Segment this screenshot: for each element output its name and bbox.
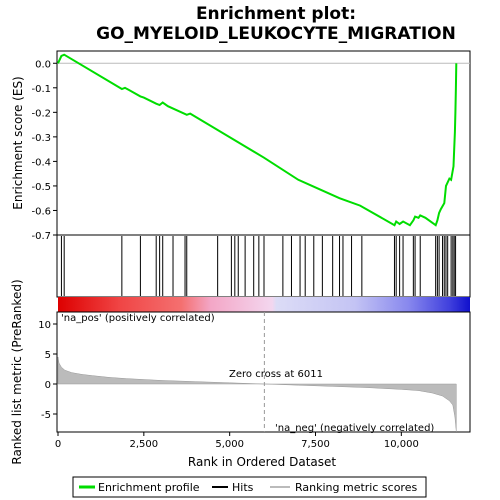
legend: Enrichment profile Hits Ranking metric s… [72,476,427,498]
metric-xtick-label: 10,000 [384,439,419,450]
metric-yticks: 10 5 0 -5 [38,320,57,421]
metric-ytick-label: -5 [41,410,51,421]
chart-title-line2: GO_MYELOID_LEUKOCYTE_MIGRATION [96,24,456,44]
legend-frame [72,476,427,498]
colorbar-strip [58,297,470,312]
es-ytick-label: -0.3 [31,133,51,144]
hit-lines [60,236,457,296]
metric-xtick-label: 5,000 [215,439,244,450]
es-panel: 0.0 -0.1 -0.2 -0.3 -0.4 -0.5 -0.6 -0.7 Enrichme… [11,50,471,242]
es-ylabel: Enrichment score (ES) [11,76,25,209]
metric-ytick-label: 10 [38,320,51,331]
metric-ytick-label: 0 [45,380,51,391]
metric-ylabel: Ranked list metric (PreRanked) [10,279,24,464]
es-ytick-label: -0.1 [31,84,51,95]
enrichment-profile-line [57,53,458,227]
es-ytick-label: -0.2 [31,108,51,119]
es-ytick-label: 0.0 [35,59,51,70]
metric-panel: 10 5 0 -5 0 2,500 5,000 7,500 10,000 'na_pos' (… [10,279,471,469]
es-ytick-label: -0.4 [31,157,51,168]
es-yticks: 0.0 -0.1 -0.2 -0.3 -0.4 -0.5 -0.6 -0.7 [31,59,57,242]
chart-title-line1: Enrichment plot: [196,4,356,24]
es-panel-frame [56,50,471,236]
pos-label: 'na_pos' (positively correlated) [61,313,215,324]
es-ytick-label: -0.7 [31,231,51,242]
metric-xlabel: Rank in Ordered Dataset [188,455,336,469]
legend-hits-label: Hits [232,481,254,494]
metric-panel-frame [56,311,471,433]
es-ytick-label: -0.5 [31,182,51,193]
metric-xtick-label: 7,500 [301,439,330,450]
metric-xtick-label: 2,500 [130,439,159,450]
zero-cross-label: Zero cross at 6011 [229,369,323,380]
neg-label: 'na_neg' (negatively correlated) [275,423,434,434]
rank-colorbar [58,297,470,312]
legend-metric-label: Ranking metric scores [295,481,417,494]
hits-panel [56,234,471,298]
metric-ytick-label: 5 [45,350,51,361]
legend-profile-label: Enrichment profile [98,481,200,494]
metric-xtick-label: 0 [55,439,61,450]
metric-xticks: 0 2,500 5,000 7,500 10,000 [55,432,419,450]
es-ytick-label: -0.6 [31,206,51,217]
